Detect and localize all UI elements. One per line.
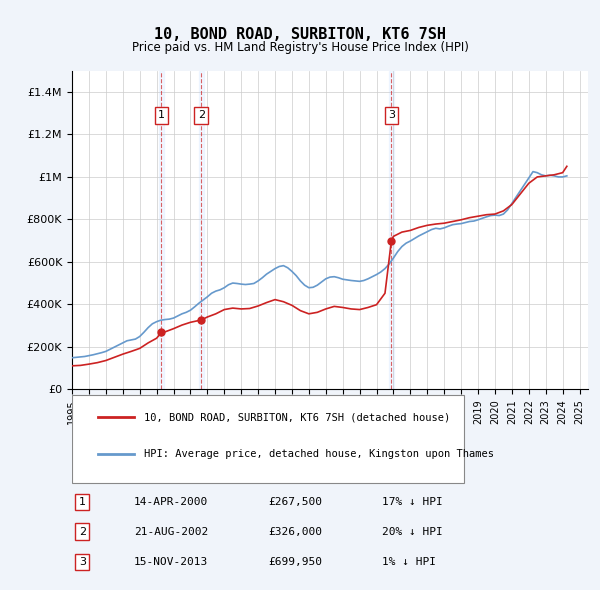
Text: 10, BOND ROAD, SURBITON, KT6 7SH (detached house): 10, BOND ROAD, SURBITON, KT6 7SH (detach… <box>144 412 451 422</box>
Bar <box>199 71 204 389</box>
Text: £699,950: £699,950 <box>268 557 322 567</box>
Text: 3: 3 <box>79 557 86 567</box>
Text: 1: 1 <box>79 497 86 507</box>
Text: 10, BOND ROAD, SURBITON, KT6 7SH: 10, BOND ROAD, SURBITON, KT6 7SH <box>154 27 446 41</box>
Bar <box>389 71 394 389</box>
Text: Price paid vs. HM Land Registry's House Price Index (HPI): Price paid vs. HM Land Registry's House … <box>131 41 469 54</box>
Bar <box>159 71 164 389</box>
Text: £267,500: £267,500 <box>268 497 322 507</box>
Text: 2: 2 <box>79 527 86 537</box>
Text: 14-APR-2000: 14-APR-2000 <box>134 497 208 507</box>
Text: 17% ↓ HPI: 17% ↓ HPI <box>382 497 442 507</box>
Text: HPI: Average price, detached house, Kingston upon Thames: HPI: Average price, detached house, King… <box>144 449 494 459</box>
Text: 1% ↓ HPI: 1% ↓ HPI <box>382 557 436 567</box>
Text: £326,000: £326,000 <box>268 527 322 537</box>
Text: 2: 2 <box>197 110 205 120</box>
Text: 15-NOV-2013: 15-NOV-2013 <box>134 557 208 567</box>
FancyBboxPatch shape <box>72 395 464 483</box>
Text: 1: 1 <box>158 110 165 120</box>
Text: 21-AUG-2002: 21-AUG-2002 <box>134 527 208 537</box>
Text: 3: 3 <box>388 110 395 120</box>
Text: 20% ↓ HPI: 20% ↓ HPI <box>382 527 442 537</box>
